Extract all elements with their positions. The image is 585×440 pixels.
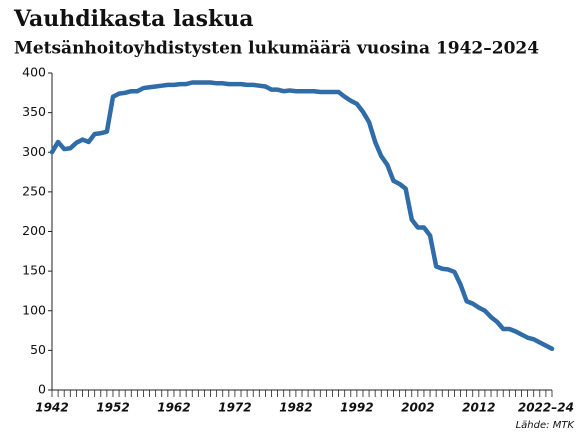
x-tick-label: 1962 bbox=[157, 401, 190, 415]
x-tick-label: 1952 bbox=[96, 401, 129, 415]
y-tick-label: 100 bbox=[22, 302, 46, 317]
y-tick-label: 50 bbox=[30, 342, 46, 357]
y-tick-label: 250 bbox=[22, 183, 46, 198]
y-tick-label: 150 bbox=[22, 263, 46, 278]
x-tick-label: 1942 bbox=[35, 401, 68, 415]
chart-subtitle: Metsänhoitoyhdistysten lukumäärä vuosina… bbox=[14, 39, 539, 59]
x-tick-label: 1982 bbox=[279, 401, 312, 415]
y-tick-label: 400 bbox=[22, 65, 46, 80]
y-tick-label: 200 bbox=[22, 223, 46, 238]
y-tick-label: 300 bbox=[22, 144, 46, 159]
y-tick-label: 0 bbox=[38, 382, 46, 397]
x-tick-label: 1972 bbox=[218, 401, 251, 415]
x-tick-label: 2002 bbox=[401, 401, 434, 415]
x-tick-label: 2012 bbox=[462, 401, 495, 415]
data-line bbox=[49, 80, 555, 352]
y-tick-label: 350 bbox=[22, 104, 46, 119]
source: Lähde: MTK bbox=[516, 420, 576, 431]
x-tick-label: 2022–24 bbox=[518, 401, 574, 415]
chart-title: Vauhdikasta laskua bbox=[13, 6, 254, 32]
x-tick-label: 1992 bbox=[340, 401, 373, 415]
